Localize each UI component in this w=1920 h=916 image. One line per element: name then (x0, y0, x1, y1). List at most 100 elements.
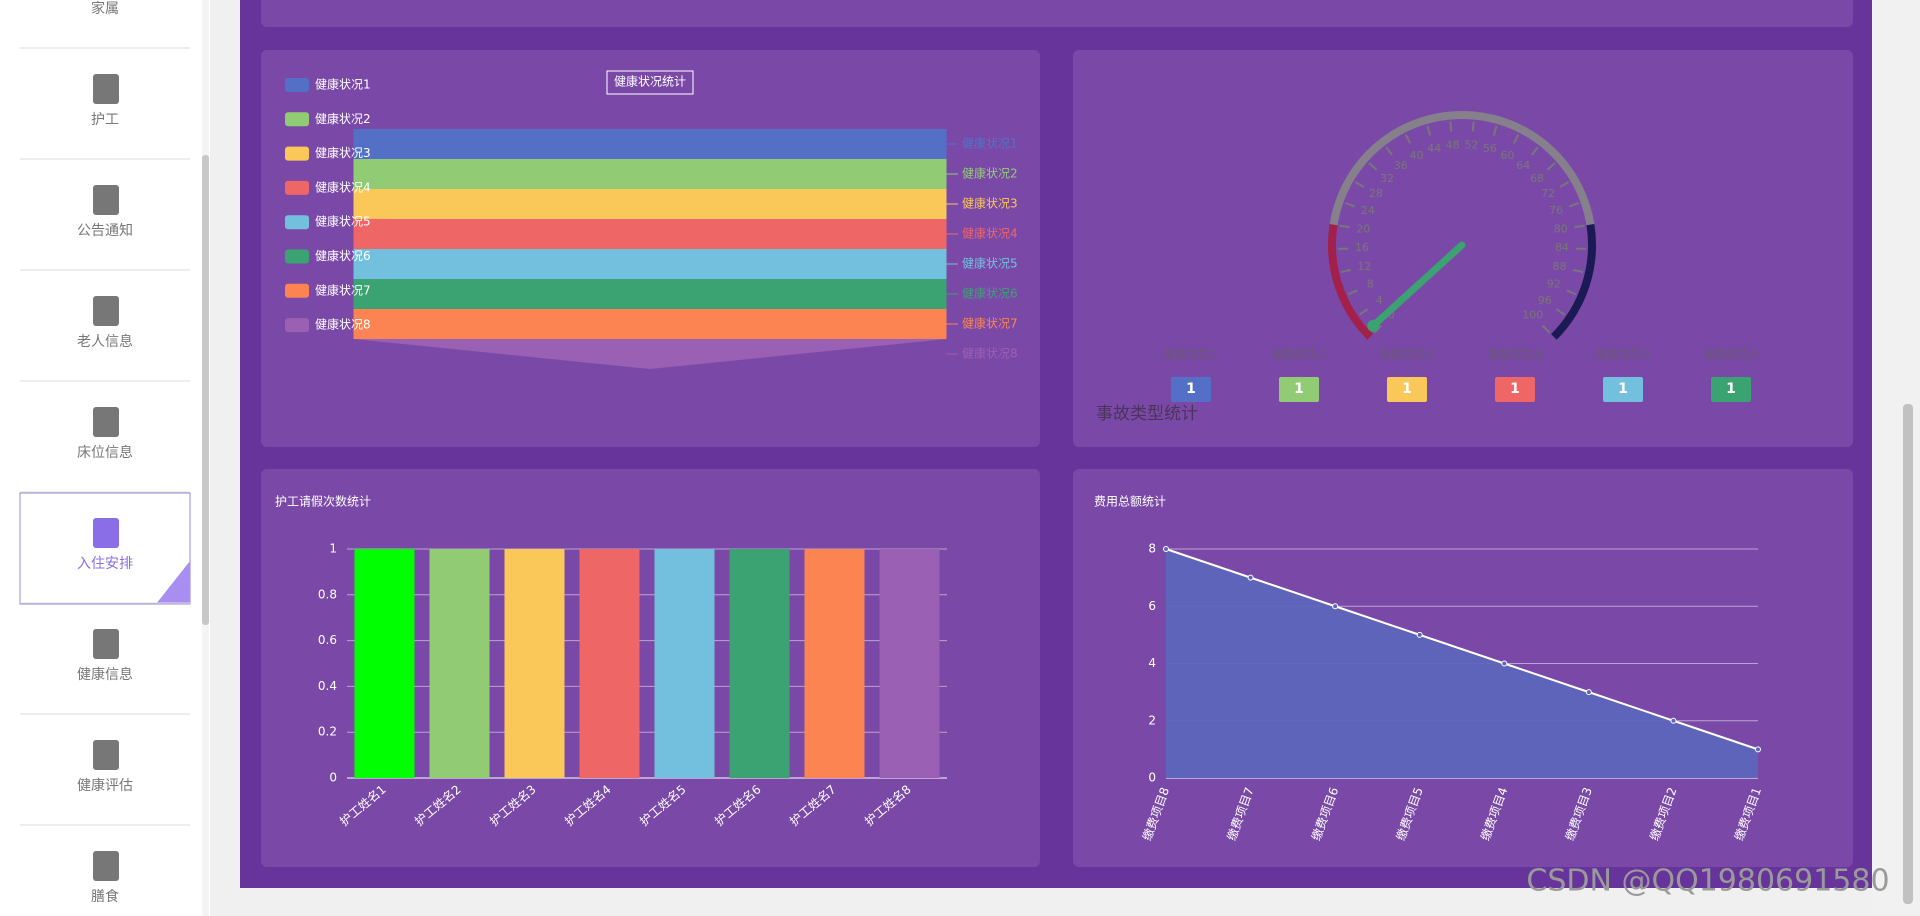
legend-label[interactable]: 健康状况3 (315, 145, 371, 160)
y-tick-label: 0.6 (318, 633, 337, 647)
legend-label[interactable]: 健康状况8 (315, 317, 371, 332)
funnel-segment (353, 129, 947, 159)
funnel-label: 健康状况7 (962, 316, 1018, 331)
legend-label[interactable]: 健康状况5 (315, 214, 371, 229)
card (261, 0, 1853, 27)
menu-label[interactable]: 老人信息 (77, 333, 133, 350)
legend-value: 1 (1294, 381, 1304, 397)
menu-label[interactable]: 入住安排 (77, 556, 133, 572)
funnel-segment (353, 279, 947, 309)
gauge-tick-label: 16 (1355, 241, 1369, 254)
gauge-tick (1574, 224, 1585, 229)
legend-badge[interactable] (1171, 377, 1211, 402)
funnel-segment (353, 249, 947, 279)
gauge-tick (1559, 181, 1570, 188)
legend-swatch[interactable] (285, 249, 309, 264)
legend-swatch[interactable] (285, 112, 309, 127)
legend-badge[interactable] (1279, 377, 1319, 402)
gauge-tick-label: 52 (1464, 138, 1478, 151)
funnel-label: 健康状况8 (962, 346, 1018, 361)
legend-swatch[interactable] (285, 146, 309, 161)
gauge-tick (1512, 134, 1520, 144)
legend-label[interactable]: 事故类型2 (1271, 347, 1327, 362)
y-tick-label: 0 (1148, 771, 1156, 785)
gauge-tick (1358, 308, 1369, 316)
legend-label[interactable]: 健康状况2 (315, 111, 371, 126)
legend-badge[interactable] (1387, 377, 1427, 402)
chart-title: 护工请假次数统计 (275, 494, 371, 509)
funnel-segment (353, 339, 947, 369)
menu-icon[interactable] (93, 629, 119, 659)
bar (429, 549, 490, 778)
funnel-label: 健康状况5 (962, 256, 1018, 271)
active-corner (156, 561, 190, 604)
legend-badge[interactable] (1711, 377, 1751, 402)
menu-icon[interactable] (93, 407, 119, 437)
legend-swatch[interactable] (285, 78, 309, 92)
funnel-segment (353, 159, 947, 189)
menu-icon[interactable] (93, 185, 119, 215)
legend-label[interactable]: 事故类型1 (1163, 347, 1219, 362)
gauge-tick-label: 40 (1410, 149, 1424, 162)
legend-swatch[interactable] (285, 215, 309, 230)
menu-icon[interactable] (93, 296, 119, 326)
gauge-tick (1347, 289, 1358, 296)
gauge-tick-label: 24 (1361, 204, 1375, 217)
menu-label[interactable]: 健康评估 (77, 777, 133, 794)
gauge-tick-label: 72 (1541, 187, 1555, 200)
legend-label[interactable]: 健康状况1 (315, 77, 371, 92)
sidebar-scroll-thumb (202, 155, 209, 625)
menu-label[interactable]: 公告通知 (77, 222, 133, 239)
menu-label[interactable]: 护工 (91, 112, 119, 128)
legend-label[interactable]: 健康状况6 (315, 248, 371, 263)
legend-label[interactable]: 事故类型4 (1487, 347, 1543, 362)
legend-value: 1 (1510, 381, 1520, 397)
funnel-label: 健康状况6 (962, 286, 1018, 301)
gauge-tick-label: 60 (1500, 149, 1514, 162)
legend-label[interactable]: 事故类型3 (1379, 347, 1435, 362)
menu-icon[interactable] (93, 851, 119, 881)
funnel-segment (353, 189, 947, 219)
menu-label[interactable]: 健康信息 (77, 666, 133, 683)
legend-badge[interactable] (1495, 377, 1535, 402)
chart-title: 事故类型统计 (1096, 404, 1198, 424)
y-tick-label: 6 (1148, 599, 1156, 613)
bar (654, 549, 715, 778)
funnel-label: 健康状况2 (962, 166, 1018, 181)
legend-label[interactable]: 事故类型6 (1703, 347, 1759, 362)
legend-swatch[interactable] (285, 283, 309, 298)
menu-icon[interactable] (93, 740, 119, 770)
title-box (606, 70, 694, 95)
gauge-tick (1573, 268, 1584, 274)
gauge-tick (1555, 308, 1566, 316)
legend-swatch[interactable] (285, 318, 309, 333)
gauge-axis (1328, 224, 1373, 340)
gauge-tick-label: 96 (1538, 294, 1552, 307)
gauge-tick (1471, 121, 1475, 132)
y-tick-label: 0.8 (318, 587, 337, 601)
menu-icon[interactable] (93, 74, 119, 104)
point (1332, 603, 1339, 610)
legend-value: 1 (1726, 381, 1736, 397)
legend-label[interactable]: 健康状况7 (315, 282, 371, 297)
legend-label[interactable]: 健康状况4 (315, 179, 371, 194)
active-item[interactable] (19, 492, 191, 605)
legend-label[interactable]: 事故类型5 (1595, 347, 1651, 362)
menu-label[interactable]: 家属 (91, 0, 119, 17)
menu-label[interactable]: 膳食 (91, 888, 119, 905)
gauge-tick-label: 56 (1483, 142, 1497, 155)
funnel-segment (353, 309, 947, 339)
gauge-tick-label: 100 (1522, 309, 1543, 322)
legend-swatch[interactable] (285, 180, 309, 195)
gauge-tick (1344, 202, 1356, 208)
menu-label[interactable]: 床位信息 (77, 444, 133, 461)
bar (579, 549, 640, 778)
gauge-axis (1551, 224, 1596, 340)
gauge-tick (1566, 289, 1577, 296)
legend-badge[interactable] (1603, 377, 1643, 402)
menu-icon[interactable] (93, 518, 119, 548)
page-scroll-thumb[interactable] (1903, 404, 1913, 904)
gauge-tick-label: 12 (1357, 260, 1371, 273)
